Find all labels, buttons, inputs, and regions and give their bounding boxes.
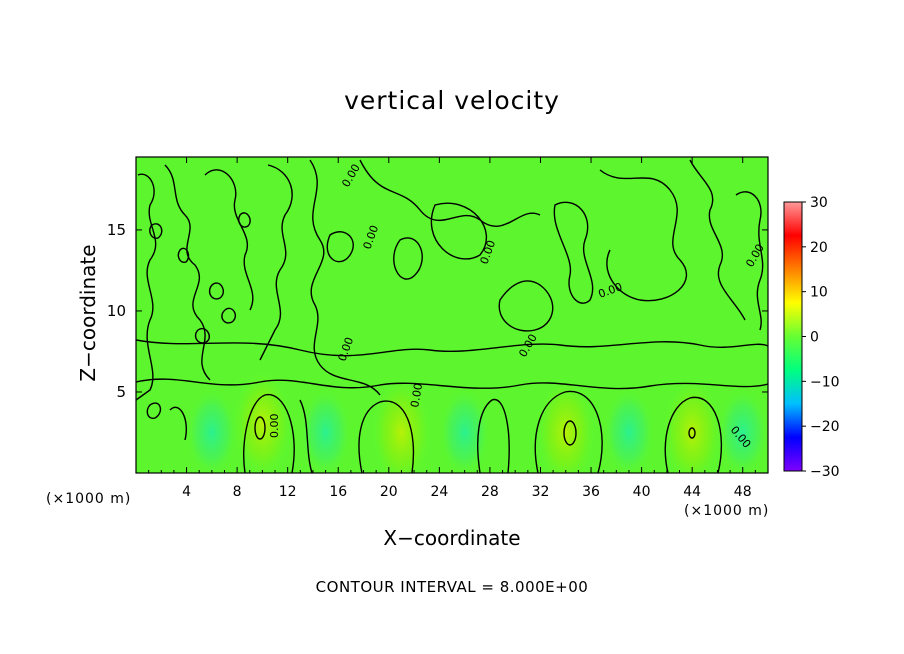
contour-line (238, 212, 251, 228)
contour-line (254, 416, 266, 440)
contour-line (326, 231, 354, 263)
contour-line (136, 173, 157, 401)
contour-line (243, 394, 295, 473)
contour-line (204, 169, 254, 311)
contour-line (688, 427, 696, 439)
colorbar-ticks: 30 20 10 0 −10 −20 −30 (802, 195, 840, 480)
x-tick-label: 32 (532, 484, 550, 500)
contour-line (221, 307, 236, 324)
contour-line (164, 164, 211, 381)
colorbar-tick-label: −10 (810, 374, 840, 390)
x-tick-label: 24 (430, 484, 448, 500)
contour-line (534, 390, 603, 473)
contour-interval-note: CONTOUR INTERVAL = 8.000E+00 (315, 578, 589, 596)
contour-line (664, 396, 722, 473)
downdraft-region (299, 387, 352, 473)
x-unit-label-left: (×1000 m) (46, 491, 132, 507)
contour-line (149, 223, 163, 239)
contour-line (136, 339, 768, 357)
downdraft-region (716, 387, 768, 473)
chart-title: vertical velocity (344, 86, 560, 115)
y-tick-label: 15 (107, 221, 126, 239)
plot-area: 0.000.000.000.000.000.000.000.000.00 0.00 (135, 156, 769, 474)
y-axis: 5 10 15 (107, 221, 768, 401)
colorbar-tick-label: 10 (810, 285, 828, 301)
downdraft-region (438, 387, 491, 473)
x-tick-label: 20 (380, 484, 398, 500)
contour-line (309, 159, 381, 396)
contour-line (146, 402, 162, 419)
contour-line (553, 201, 594, 304)
contour-line (194, 327, 210, 344)
contour-line (359, 159, 541, 227)
downdraft-region (602, 387, 655, 473)
contour-lines (136, 159, 768, 473)
contour-line (169, 406, 187, 441)
x-tick-label: 48 (734, 484, 752, 500)
x-tick-label: 4 (182, 484, 191, 500)
colorbar-tick-label: 0 (810, 330, 819, 346)
x-tick-label: 36 (582, 484, 600, 500)
x-tick-label: 8 (233, 484, 242, 500)
contour-line (177, 247, 190, 263)
contour-line (498, 280, 554, 332)
x-axis: 4 8 12 16 20 24 28 32 36 40 44 48 (148, 157, 756, 500)
contour-line (563, 420, 577, 446)
y-axis-label: Z−coordinate (76, 244, 100, 382)
contour-line (477, 398, 510, 473)
contour-value-label: 0.00 (268, 414, 281, 439)
colorbar-ramp (783, 201, 803, 472)
contour-line (599, 169, 688, 302)
x-unit-label-right: (×1000 m) (684, 503, 770, 519)
colorbar-tick-label: −20 (810, 419, 840, 435)
x-tick-label: 12 (279, 484, 297, 500)
colorbar-tick-label: 20 (810, 240, 828, 256)
contour-line (393, 237, 423, 280)
colorbar: 30 20 10 0 −10 −20 −30 (783, 195, 840, 480)
contour-line (299, 399, 313, 473)
contour-value-label: 0.00 (408, 382, 425, 408)
contour-line (735, 191, 764, 331)
y-tick-label: 5 (116, 383, 126, 401)
contour-line (259, 164, 293, 361)
updraft-region (232, 369, 293, 473)
contour-line (358, 400, 415, 473)
colorbar-tick-label: −30 (810, 464, 840, 480)
x-tick-label: 16 (329, 484, 347, 500)
x-tick-label: 44 (683, 484, 701, 500)
downdraft-region (185, 387, 238, 473)
x-tick-label: 28 (481, 484, 499, 500)
contour-line (689, 159, 746, 321)
x-tick-label: 40 (633, 484, 651, 500)
colorbar-tick-label: 30 (810, 195, 828, 211)
x-axis-label: X−coordinate (383, 526, 521, 550)
contour-line (136, 378, 768, 390)
contour-line (430, 202, 487, 260)
y-tick-label: 10 (107, 302, 126, 320)
contour-line (208, 282, 224, 300)
